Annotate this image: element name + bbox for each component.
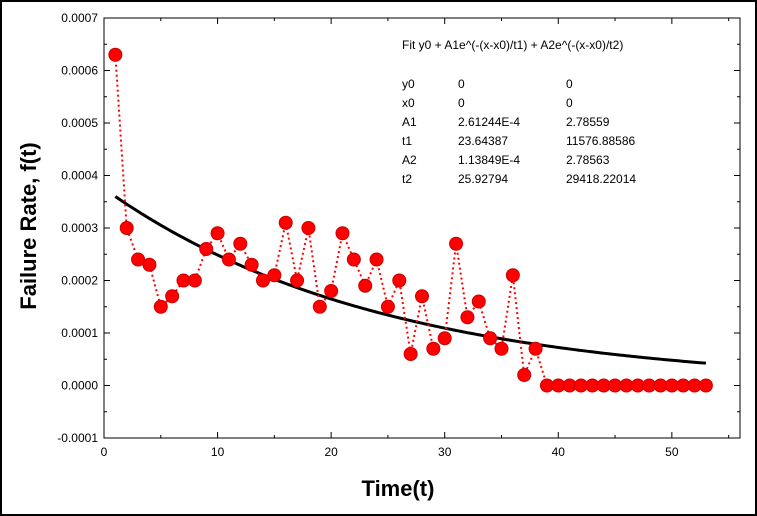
fit-param-error: 0 [566,77,573,91]
fit-param-value: 2.61244E-4 [458,115,520,129]
fit-param-name: A1 [402,115,417,129]
data-point [346,252,361,267]
data-point [358,278,373,293]
fit-param-value: 0 [458,96,465,110]
data-point [153,299,168,314]
y-tick-label: 0.0007 [61,11,98,25]
data-point [517,368,532,382]
fit-param-error: 11576.88586 [566,134,636,148]
y-axis-title: Failure Rate, f(t) [16,142,41,309]
data-point [460,310,475,325]
fit-param-name: A2 [402,153,417,167]
data-point [505,268,520,283]
y-tick-label: 0.0001 [61,326,98,340]
data-point [483,331,498,346]
x-tick-label: 20 [324,445,338,459]
data-point [119,221,134,235]
data-point [415,289,429,304]
fit-param-value: 0 [458,77,465,91]
data-point [494,341,509,356]
data-point [380,299,395,314]
data-point [449,236,464,251]
fit-param-name: x0 [402,96,415,110]
data-point [437,331,452,346]
data-point [267,268,282,283]
data-point [199,242,214,256]
data-point [301,221,316,235]
fit-param-error: 29418.22014 [566,172,636,186]
y-tick-label: 0.0004 [61,169,98,183]
data-point [142,257,157,272]
fit-parameters-box: Fit y0 + A1e^(-(x-x0)/t1) + A2e^(-(x-x0)… [402,38,636,186]
data-point [471,294,486,309]
fit-param-name: t2 [402,172,412,186]
y-tick-label: 0.0006 [61,64,98,78]
fit-param-value: 1.13849E-4 [458,153,520,167]
fit-param-name: t1 [402,134,412,148]
data-point [426,341,441,356]
data-point [392,273,407,288]
data-point [244,257,259,272]
data-point [187,273,202,288]
data-point [369,252,384,267]
data-point [233,236,248,251]
y-tick-label: -0.0001 [57,431,98,445]
x-axis-title: Time(t) [362,476,435,501]
fit-equation: Fit y0 + A1e^(-(x-x0)/t1) + A2e^(-(x-x0)… [402,38,623,52]
data-point [256,273,270,288]
data-point [221,252,236,267]
fit-param-error: 2.78559 [566,115,610,129]
fit-param-error: 0 [566,96,573,110]
plot-area-frame [103,17,741,439]
data-point [210,226,225,241]
data-point [335,226,350,241]
y-tick-label: 0.0002 [61,274,98,288]
fit-param-name: y0 [402,77,415,91]
x-tick-label: 30 [438,445,452,459]
data-point [290,273,305,288]
data-point [403,347,418,361]
x-tick-label: 40 [552,445,566,459]
x-tick-label: 0 [101,445,108,459]
y-tick-label: 0.0000 [61,379,98,393]
y-tick-label: 0.0005 [61,116,98,130]
x-tick-label: 10 [211,445,225,459]
data-point [131,252,146,267]
data-point [324,284,339,298]
fit-param-error: 2.78563 [566,153,610,167]
data-point [698,378,713,393]
fit-curve-line [114,195,707,365]
fit-param-value: 23.64387 [458,134,508,148]
y-tick-label: 0.0003 [61,221,98,235]
x-tick-label: 50 [665,445,679,459]
fit-param-value: 25.92794 [458,172,508,186]
data-point [278,215,293,230]
data-point [108,47,123,62]
data-point [312,299,327,314]
data-point [165,289,180,304]
data-point [528,341,543,356]
